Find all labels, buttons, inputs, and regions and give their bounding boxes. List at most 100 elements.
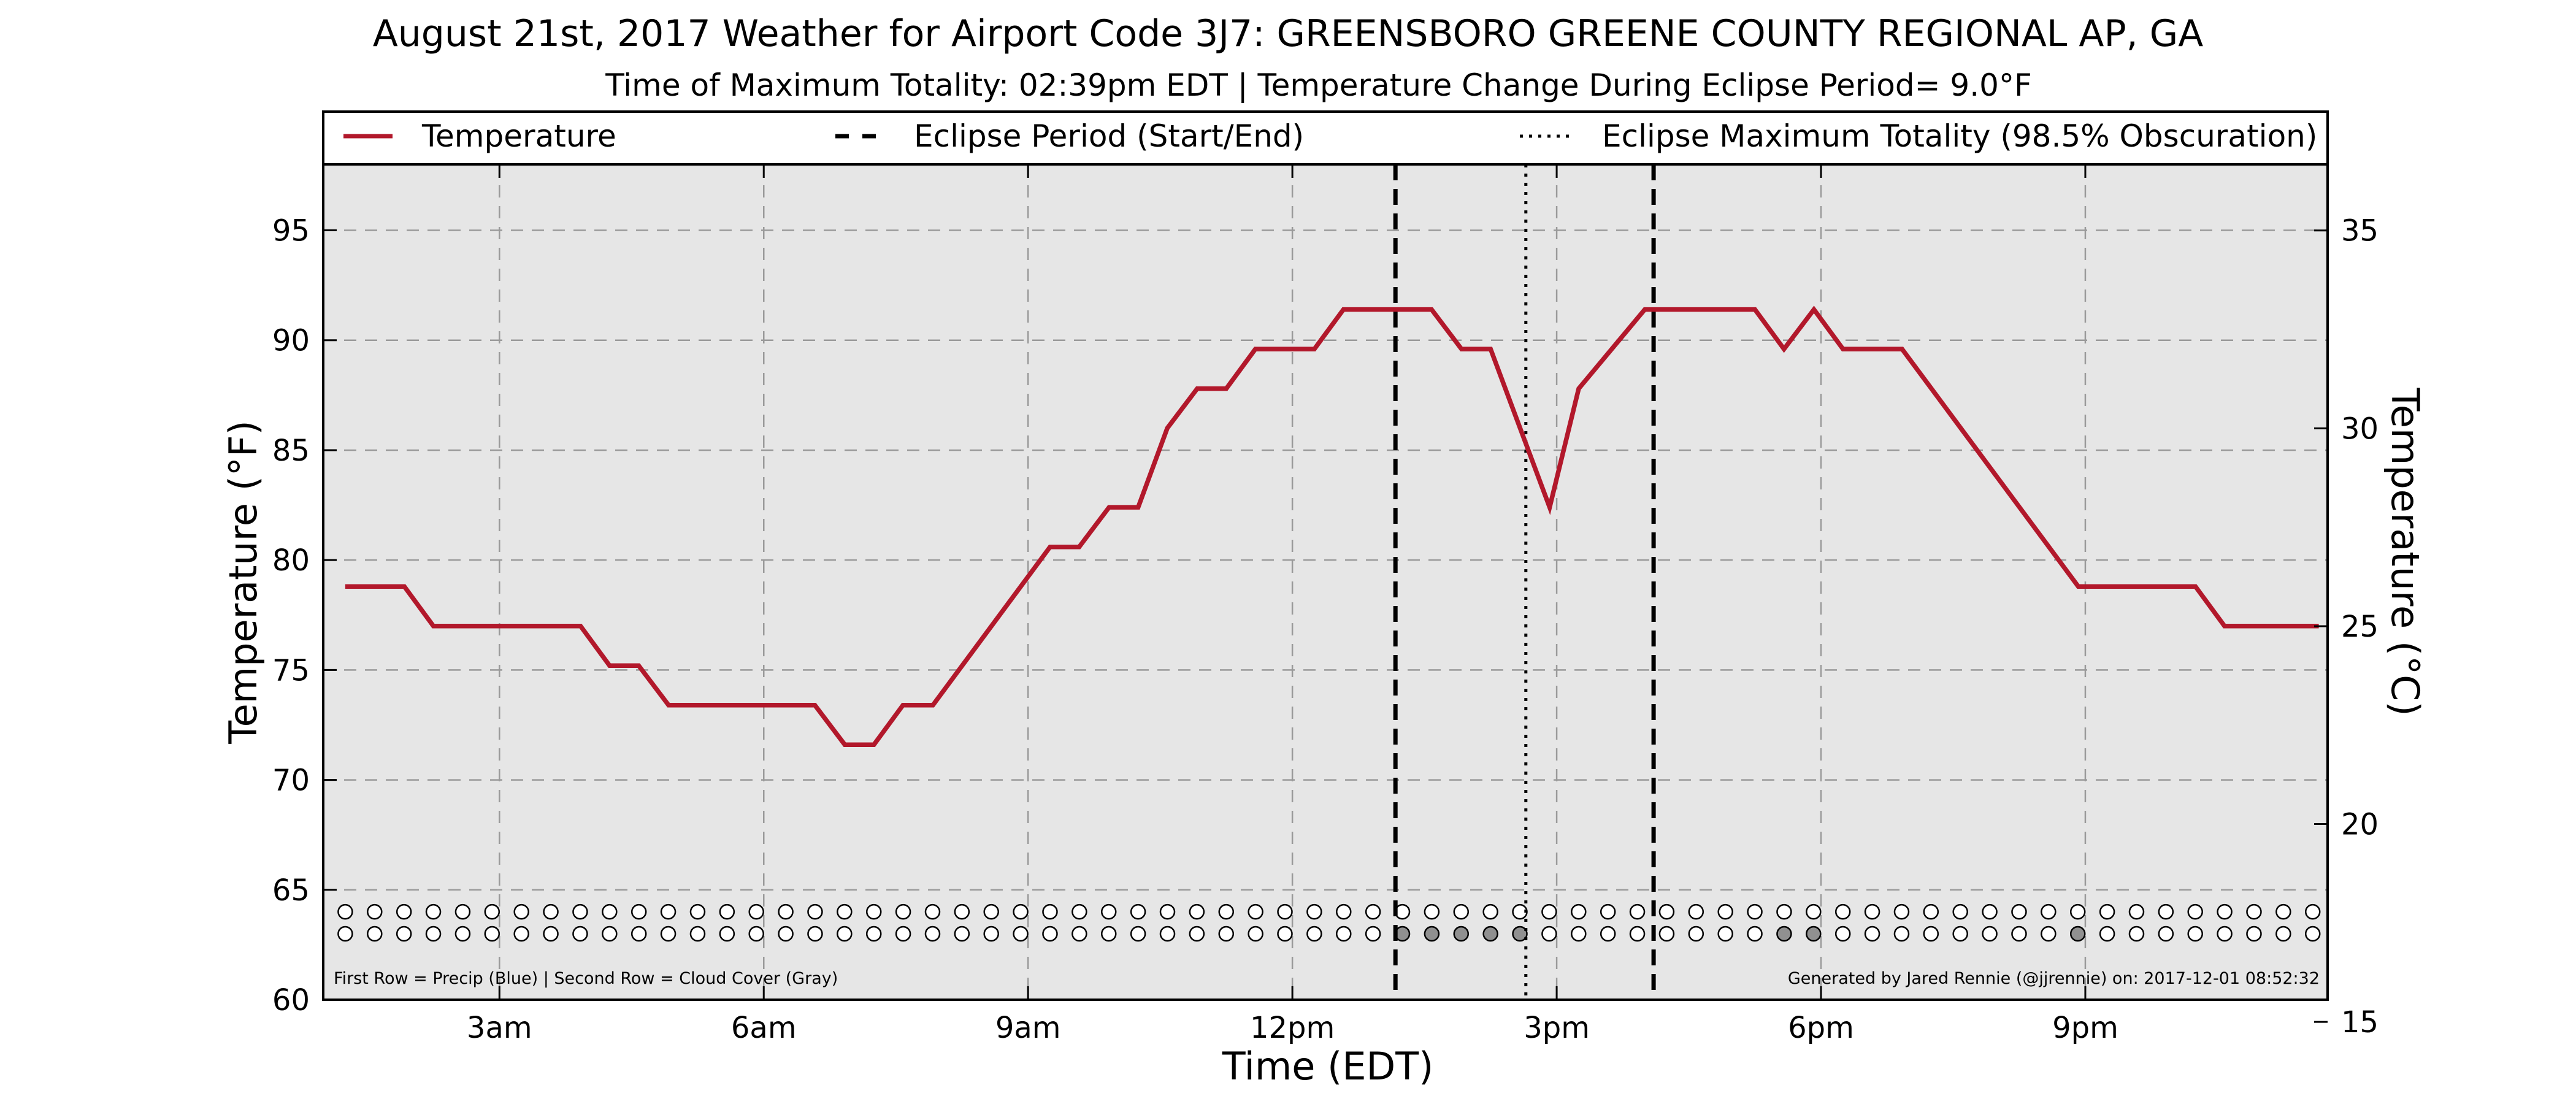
y-tick-label: 80 [272,543,310,578]
cloud-cover-circle [1365,926,1381,942]
precip-circle [1013,903,1029,920]
grid [323,164,2328,1000]
cloud-cover-circle [719,926,735,942]
cloud-cover-circle [2275,926,2291,942]
cloud-cover-circle [1688,926,1704,942]
precip-circle [1541,903,1557,920]
legend-frame [322,110,2329,166]
precip-circle [1365,903,1381,920]
precip-circle [689,903,706,920]
cloud-cover-circle [1482,926,1498,942]
cloud-cover-circle [1042,926,1058,942]
cloud-cover-circle [2041,926,2057,942]
cloud-cover-circle [924,926,941,942]
precip-circle [1688,903,1704,920]
precip-circle [1482,903,1498,920]
cloud-cover-circle [1424,926,1440,942]
precip-circle [1600,903,1616,920]
cloud-cover-circle [425,926,442,942]
cloud-cover-circle [1806,926,1822,942]
precip-circle [1218,903,1235,920]
cloud-cover-circle [1218,926,1235,942]
cloud-cover-circle [337,926,353,942]
cloud-cover-circle [396,926,412,942]
cloud-cover-circle [367,926,383,942]
cloud-cover-circle [865,926,882,942]
precip-circle [719,903,735,920]
precip-circle [1306,903,1322,920]
precip-circle [1834,903,1851,920]
precip-circle [983,903,999,920]
y-tick-label: 90 [272,324,310,358]
precip-circle [837,903,853,920]
precip-circle [1893,903,1910,920]
precip-circle [2011,903,2027,920]
cloud-cover-circle [1982,926,1998,942]
eclipse-lines [1393,164,1656,1000]
cloud-cover-circle [1336,926,1352,942]
cloud-cover-circle [778,926,794,942]
plot-frame [322,163,2329,1001]
cloud-cover-circle [2304,926,2321,942]
precip-circle [543,903,559,920]
temperature-line [345,305,2319,747]
legend-eclipse-period-label: Eclipse Period (Start/End) [914,118,1304,154]
precip-circle [454,903,471,920]
cloud-cover-circle [513,926,529,942]
cloud-cover-circle [1130,926,1146,942]
precip-circle [1071,903,1087,920]
cloud-cover-circle [1717,926,1733,942]
cloud-cover-circle [1600,926,1616,942]
precip-circle [1717,903,1733,920]
precip-circle [2187,903,2203,920]
precip-circle [954,903,970,920]
precip-circle [2304,903,2321,920]
precip-circle [513,903,529,920]
cloud-cover-circle [1189,926,1205,942]
cloud-cover-circle [1571,926,1587,942]
cloud-cover-circle [1248,926,1263,942]
cloud-cover-circle [2246,926,2262,942]
cloud-cover-circle [602,926,618,942]
precip-circle [2246,903,2262,920]
y-axis-label-right: Temperature (°C) [2383,387,2428,716]
precip-circle [2275,903,2291,920]
cloud-cover-circle [1512,926,1528,942]
precip-circle [1453,903,1470,920]
legend-max-totality-label: Eclipse Maximum Totality (98.5% Obscurat… [1602,118,2317,154]
cloud-cover-circle [2158,926,2174,942]
precip-circle [1747,903,1763,920]
temperature-series [345,305,2319,747]
chart-title: August 21st, 2017 Weather for Airport Co… [373,12,2204,55]
cloud-cover-circle [2099,926,2115,942]
cloud-cover-circle [660,926,677,942]
cloud-cover-circle [1864,926,1880,942]
cloud-cover-circle [1658,926,1675,942]
precip-circle [660,903,677,920]
x-tick-label: 9am [995,1011,1061,1045]
y-tick-label: 85 [272,434,310,468]
precip-circle [1042,903,1058,920]
cloud-cover-circle [1747,926,1763,942]
cloud-cover-circle [1629,926,1646,942]
precip-circle [865,903,882,920]
x-tick-label: 3am [467,1011,532,1045]
x-tick-label: 6pm [1788,1011,1854,1045]
cloud-cover-circle [572,926,588,942]
precip-circle [2069,903,2086,920]
cloud-cover-circle [454,926,471,942]
precip-circle [778,903,794,920]
precip-circle [572,903,588,920]
precip-circle [1864,903,1880,920]
cloud-cover-circle [1306,926,1322,942]
precip-circle [2041,903,2057,920]
precip-circle [748,903,764,920]
precip-circle [367,903,383,920]
precip-circle [1189,903,1205,920]
x-axis-label: Time (EDT) [1222,1044,1434,1089]
cloud-cover-circle [689,926,706,942]
precip-circle [2128,903,2145,920]
cloud-cover-circle [484,926,500,942]
precip-circle [1130,903,1146,920]
